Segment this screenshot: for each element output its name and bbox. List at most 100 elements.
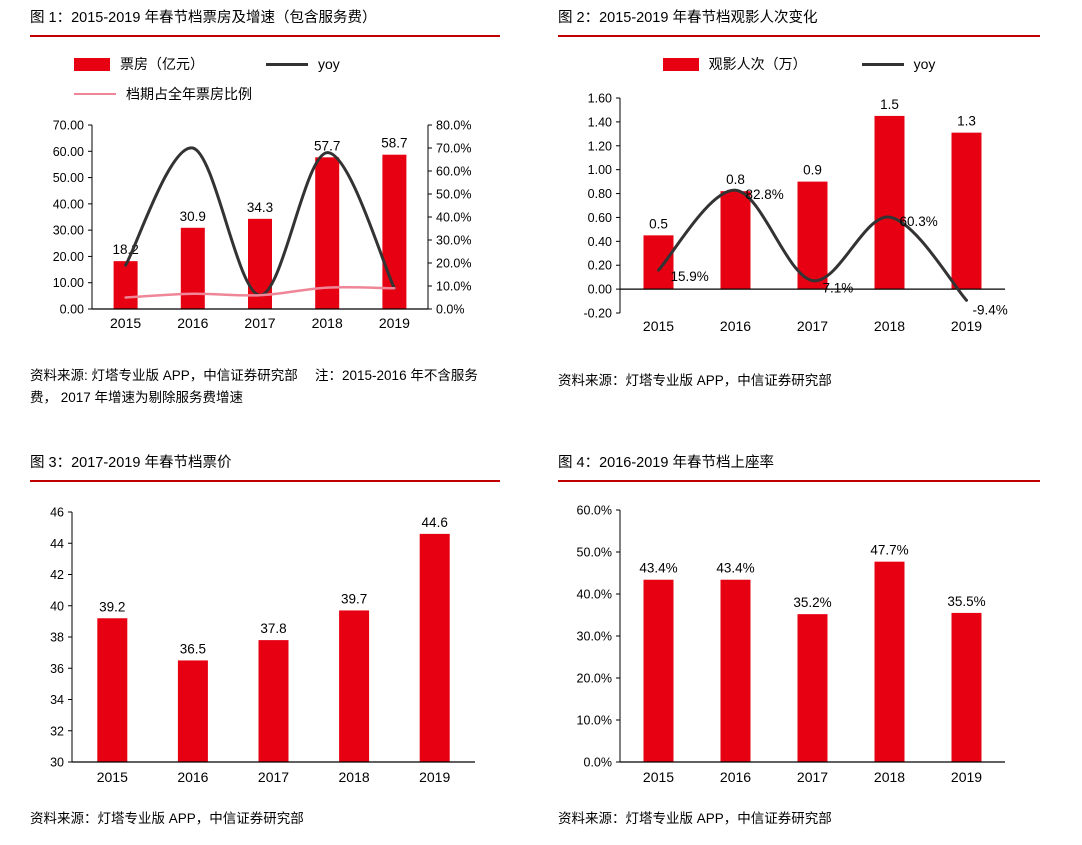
y-axis-tick-label: 10.0% xyxy=(577,714,612,728)
y-axis-tick-label: 0.40 xyxy=(588,235,612,249)
x-axis-label: 2018 xyxy=(339,769,370,785)
y-axis-tick-label: 60.0% xyxy=(577,504,612,518)
bar xyxy=(339,610,370,762)
bar-value-label: 34.3 xyxy=(247,200,273,215)
bar xyxy=(419,533,450,762)
figure2-chart-canvas: -0.20 0.00 0.20 0.40 0.60 0.80 1.00 1.20 1.40 1.6… xyxy=(584,92,1008,335)
bar xyxy=(797,614,828,762)
x-axis-label: 2018 xyxy=(874,769,905,785)
y-axis-tick-label: 0.60 xyxy=(588,211,612,225)
y-axis-tick-label: 0.0% xyxy=(584,756,613,770)
legend-item-yoy: yoy xyxy=(861,56,936,72)
bar-swatch-icon xyxy=(662,57,699,71)
bar xyxy=(874,561,905,762)
bar-value-label: 0.8 xyxy=(726,172,745,187)
bar-value-label: 43.4% xyxy=(639,561,677,576)
legend-item-admissions: 观影人次（万） xyxy=(662,54,807,74)
x-axis-label: 2018 xyxy=(312,315,343,331)
bar-value-label: 30.9 xyxy=(180,209,206,224)
x-axis-label: 2017 xyxy=(797,318,828,334)
bar-value-label: 37.8 xyxy=(260,621,286,636)
y-axis-tick-label: 10.00 xyxy=(53,276,84,290)
bar xyxy=(258,640,289,762)
bar xyxy=(720,579,751,762)
legend-item-ratio: 档期占全年票房比例 xyxy=(74,84,252,104)
bar xyxy=(720,191,751,290)
figure3-chart-canvas: 30 32 34 36 38 40 42 44 46 2015 2016 2017 2018 2019 39… xyxy=(50,506,475,785)
y-axis-tick-label: 42 xyxy=(50,568,64,582)
x-axis-label: 2019 xyxy=(951,318,982,334)
trend-line xyxy=(124,285,396,299)
figure1-panel: 图 1：2015-2019 年春节档票房及增速（包含服务费） 票房（亿元） yo… xyxy=(30,8,500,408)
figure1-legend: 票房（亿元） yoy 档期占全年票房比例 xyxy=(30,49,500,109)
right-axis-tick-label: 50.0% xyxy=(436,188,471,202)
y-axis-tick-label: 50.00 xyxy=(53,171,84,185)
y-axis-tick-label: 30.00 xyxy=(53,224,84,238)
bar xyxy=(951,132,982,290)
x-axis-label: 2019 xyxy=(951,769,982,785)
figure3-title-rule xyxy=(30,480,500,482)
x-axis-label: 2016 xyxy=(177,769,208,785)
figure3-panel: 图 3：2017-2019 年春节档票价 30 32 34 36 38 40 42 44 46 2… xyxy=(30,453,500,830)
bar-value-label: 0.5 xyxy=(649,216,668,231)
y-axis-tick-label: 20.00 xyxy=(53,250,84,264)
line-swatch-icon xyxy=(861,62,904,66)
y-axis-tick-label: 1.20 xyxy=(588,139,612,153)
bar-value-label: 35.2% xyxy=(793,595,831,610)
y-axis-tick-label: 0.00 xyxy=(588,283,612,297)
figure3-title: 图 3：2017-2019 年春节档票价 xyxy=(30,455,232,471)
line-swatch-icon xyxy=(266,62,308,66)
x-axis-label: 2015 xyxy=(643,318,674,334)
figure4-panel: 图 4：2016-2019 年春节档上座率 0.0% 10.0% 20.0% 30.0… xyxy=(558,453,1040,830)
figure4-source: 资料来源：灯塔专业版 APP，中信证券研究部 xyxy=(558,811,832,826)
y-axis-tick-label: 0.00 xyxy=(60,303,84,317)
legend-label: 档期占全年票房比例 xyxy=(126,86,252,102)
figure1-title-rule xyxy=(30,35,500,37)
y-axis-tick-label: 1.60 xyxy=(588,92,612,106)
y-axis-tick-label: 34 xyxy=(50,693,64,707)
right-axis-tick-label: 30.0% xyxy=(436,234,471,248)
bar xyxy=(797,181,828,290)
y-axis-tick-label: 70.00 xyxy=(53,119,84,133)
legend-label: 票房（亿元） xyxy=(120,56,204,72)
y-axis-tick-label: 40 xyxy=(50,599,64,613)
figure2-title: 图 2：2015-2019 年春节档观影人次变化 xyxy=(558,10,818,26)
x-axis-label: 2016 xyxy=(720,318,751,334)
bar xyxy=(177,660,208,762)
bar-value-label: 47.7% xyxy=(870,543,908,558)
line-point-label: 82.8% xyxy=(746,187,784,202)
y-axis-tick-label: 46 xyxy=(50,506,64,520)
right-axis-tick-label: 10.0% xyxy=(436,280,471,294)
trend-line xyxy=(657,188,968,302)
y-axis-tick-label: 50.0% xyxy=(577,546,612,560)
x-axis-label: 2018 xyxy=(874,318,905,334)
right-axis-tick-label: 60.0% xyxy=(436,165,471,179)
bar xyxy=(113,261,138,309)
y-axis-tick-label: 40.0% xyxy=(577,588,612,602)
figure2-legend: 观影人次（万） yoy xyxy=(558,49,1040,79)
bar xyxy=(874,115,905,290)
line-point-label: 60.3% xyxy=(900,214,938,229)
x-axis-label: 2017 xyxy=(244,315,275,331)
figure1-chart-canvas: 0.00 10.00 20.00 30.00 40.00 50.00 60.00 70.00 0… xyxy=(53,119,472,332)
y-axis-tick-label: 30 xyxy=(50,756,64,770)
bar-value-label: 1.3 xyxy=(957,114,976,129)
x-axis-label: 2016 xyxy=(177,315,208,331)
right-axis-tick-label: 70.0% xyxy=(436,142,471,156)
bar-value-label: 36.5 xyxy=(180,641,206,656)
x-axis-label: 2015 xyxy=(643,769,674,785)
y-axis-tick-label: 0.80 xyxy=(588,187,612,201)
y-axis-tick-label: 20.0% xyxy=(577,672,612,686)
legend-item-boxoffice: 票房（亿元） xyxy=(74,54,204,74)
y-axis-tick-label: 44 xyxy=(50,537,64,551)
bar-value-label: 43.4% xyxy=(716,561,754,576)
bar-swatch-icon xyxy=(74,57,110,71)
x-axis-label: 2015 xyxy=(97,769,128,785)
bar xyxy=(97,618,128,762)
bar xyxy=(643,235,674,290)
right-axis-tick-label: 20.0% xyxy=(436,257,471,271)
legend-label: yoy xyxy=(913,56,936,72)
y-axis-tick-label: 36 xyxy=(50,662,64,676)
bar-value-label: 0.9 xyxy=(803,163,822,178)
